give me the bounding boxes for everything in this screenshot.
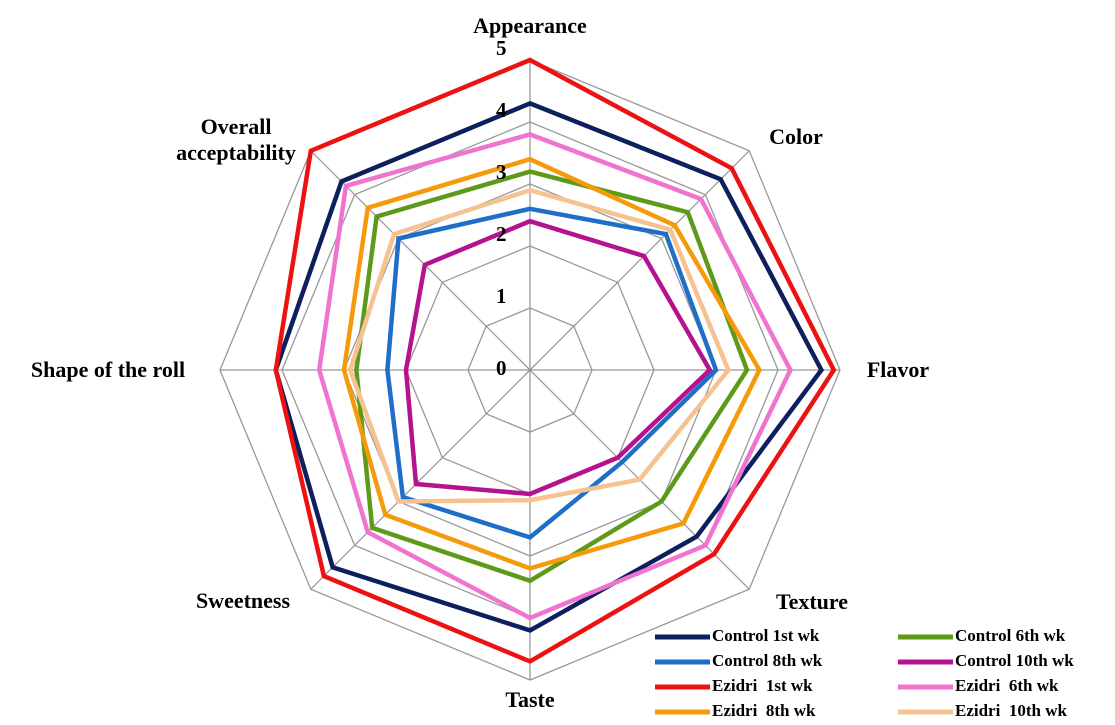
- legend-label: Ezidri 6th wk: [955, 676, 1059, 695]
- series-line: [273, 100, 825, 633]
- category-label: Sweetness: [195, 588, 291, 613]
- series-line: [273, 57, 837, 664]
- tick-label: 1: [496, 284, 507, 308]
- series-line: [316, 132, 793, 621]
- legend-label: Control 6th wk: [955, 626, 1066, 645]
- legend-label: Ezidri 8th wk: [712, 701, 816, 720]
- tick-label: 3: [496, 160, 507, 184]
- legend-label: Control 10th wk: [955, 651, 1074, 670]
- category-label: Taste: [505, 687, 555, 712]
- series-line: [347, 187, 731, 504]
- spoke: [529, 150, 750, 371]
- category-label: Shape of the roll: [30, 357, 186, 382]
- category-label: Flavor: [866, 357, 930, 382]
- legend-label: Control 8th wk: [712, 651, 823, 670]
- category-label: Texture: [775, 589, 849, 614]
- legend-label: Control 1st wk: [712, 626, 820, 645]
- tick-label: 4: [496, 98, 507, 122]
- tick-label: 2: [496, 222, 507, 246]
- series-line: [403, 218, 713, 497]
- legend-label: Ezidri 1st wk: [712, 676, 813, 695]
- series-line: [341, 156, 762, 571]
- series-line: [385, 206, 719, 540]
- category-label: Color: [769, 124, 823, 149]
- category-label: Overall acceptability: [176, 114, 296, 165]
- series-line: [354, 169, 750, 584]
- tick-label: 0: [496, 356, 507, 380]
- category-label: Appearance: [473, 13, 587, 38]
- spoke: [310, 369, 531, 590]
- tick-label: 5: [496, 36, 507, 60]
- legend-label: Ezidri 10th wk: [955, 701, 1067, 720]
